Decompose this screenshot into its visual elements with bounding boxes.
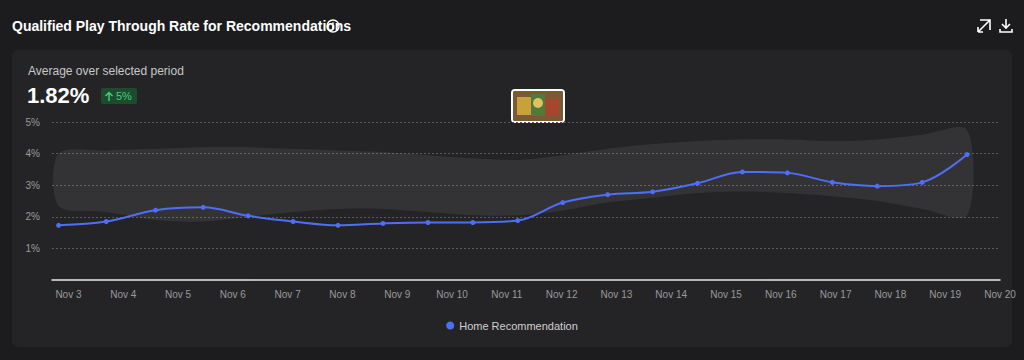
svg-text:3%: 3% [26, 180, 41, 191]
svg-text:Nov 8: Nov 8 [329, 289, 356, 300]
svg-text:Nov 10: Nov 10 [436, 289, 468, 300]
svg-text:Nov 3: Nov 3 [55, 289, 82, 300]
svg-text:5%: 5% [26, 117, 41, 128]
html-text:Qualified Play Through Rate fo: Qualified Play Through Rate for Recommen… [12, 18, 352, 34]
svg-text:Nov 13: Nov 13 [601, 289, 633, 300]
html-text:5%: 5% [116, 90, 132, 102]
svg-text:Nov 11: Nov 11 [491, 289, 522, 300]
svg-text:Nov 14: Nov 14 [655, 289, 687, 300]
html-text:Average over selected period: Average over selected period [28, 64, 184, 78]
svg-text:Nov 15: Nov 15 [710, 289, 742, 300]
html-text:1.82%: 1.82% [27, 83, 90, 108]
svg-text:Nov 17: Nov 17 [820, 289, 852, 300]
svg-text:Nov 16: Nov 16 [765, 289, 797, 300]
svg-text:Nov 19: Nov 19 [929, 289, 961, 300]
svg-text:1%: 1% [26, 243, 41, 254]
svg-text:Nov 6: Nov 6 [220, 289, 247, 300]
svg-text:Nov 20: Nov 20 [984, 289, 1016, 300]
svg-text:Nov 9: Nov 9 [384, 289, 411, 300]
svg-text:Nov 12: Nov 12 [546, 289, 578, 300]
svg-text:Nov 4: Nov 4 [110, 289, 137, 300]
svg-text:4%: 4% [26, 148, 41, 159]
svg-text:2%: 2% [26, 211, 41, 222]
svg-text:Nov 5: Nov 5 [165, 289, 192, 300]
svg-text:Nov 18: Nov 18 [875, 289, 907, 300]
svg-text:Home Recommendation: Home Recommendation [459, 320, 578, 332]
svg-text:Nov 7: Nov 7 [275, 289, 302, 300]
